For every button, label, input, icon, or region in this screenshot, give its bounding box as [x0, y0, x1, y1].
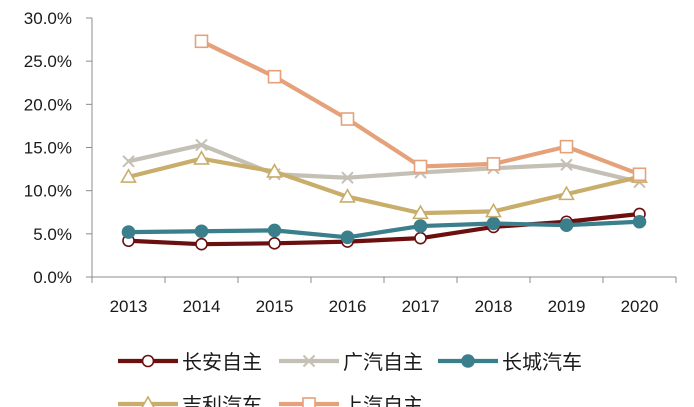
- data-point: [461, 354, 475, 368]
- x-tick-label: 2019: [548, 297, 586, 316]
- x-tick-label: 2014: [183, 297, 221, 316]
- data-point: [559, 139, 574, 154]
- legend-item: 广汽自主: [279, 350, 423, 374]
- data-point: [302, 397, 316, 407]
- data-point: [340, 112, 355, 126]
- data-point: [632, 214, 647, 229]
- x-tick-label: 2017: [402, 297, 440, 316]
- data-point: [193, 150, 210, 165]
- y-tick-label: 30.0%: [24, 9, 72, 28]
- data-point: [632, 167, 647, 182]
- data-point-stroke: [560, 158, 573, 171]
- data-point: [195, 138, 208, 152]
- x-tick-label: 2018: [475, 297, 513, 316]
- x-tick-label: 2016: [329, 297, 367, 316]
- series-line: [128, 211, 640, 247]
- legend-item: 吉利汽车: [118, 393, 262, 407]
- data-point: [195, 237, 208, 251]
- data-point: [268, 237, 281, 250]
- series-line: [200, 39, 641, 177]
- series-长城汽车: [121, 214, 647, 245]
- legend-item: 长安自主: [118, 350, 262, 374]
- data-point: [141, 354, 155, 368]
- data-point: [267, 69, 282, 84]
- data-point: [558, 185, 575, 201]
- data-point: [302, 354, 316, 368]
- data-point-stroke: [341, 171, 354, 184]
- data-point: [412, 204, 429, 220]
- x-tick-label: 2013: [110, 297, 148, 316]
- data-point: [194, 224, 209, 239]
- data-point-stroke: [195, 138, 208, 152]
- y-tick-label: 15.0%: [24, 139, 72, 158]
- data-point: [194, 34, 209, 49]
- legend-label: 吉利汽车: [182, 393, 262, 407]
- data-point: [486, 216, 501, 231]
- chart-axes: 0.0% 5.0% 10.0% 15.0% 20.0% 25.0% 30.0% 2013 201…: [24, 9, 677, 316]
- data-point: [486, 157, 501, 171]
- legend-label: 长安自主: [182, 350, 262, 374]
- data-point: [267, 223, 282, 238]
- data-point-stroke: [302, 354, 316, 368]
- x-tick-label: 2020: [621, 297, 659, 316]
- series-line: [128, 142, 640, 185]
- series-line: [127, 156, 640, 216]
- data-point-stroke: [122, 155, 135, 168]
- legend-label: 上汽自主: [343, 393, 423, 407]
- data-point: [141, 395, 155, 407]
- series-line: [128, 219, 640, 240]
- y-tick-label: 5.0%: [33, 225, 72, 244]
- data-point: [559, 218, 574, 232]
- data-point: [122, 155, 135, 168]
- data-point: [339, 188, 356, 203]
- x-tick-label: 2015: [256, 297, 294, 316]
- data-point: [341, 171, 354, 184]
- data-point: [560, 158, 573, 171]
- legend-label: 广汽自主: [343, 350, 423, 374]
- legend-label: 长城汽车: [502, 350, 582, 374]
- y-tick-label: 10.0%: [24, 182, 72, 201]
- series-吉利汽车: [120, 150, 648, 220]
- data-point: [121, 225, 136, 239]
- chart-series: [120, 34, 648, 251]
- legend-item: 长城汽车: [438, 350, 582, 374]
- y-tick-label: 0.0%: [33, 268, 72, 287]
- legend-item: 上汽自主: [279, 393, 423, 407]
- data-point: [340, 230, 355, 245]
- y-tick-label: 20.0%: [24, 95, 72, 114]
- data-point: [485, 202, 502, 218]
- data-point: [414, 231, 427, 245]
- data-point: [413, 159, 428, 174]
- y-tick-label: 25.0%: [24, 52, 72, 71]
- series-上汽自主: [194, 34, 647, 182]
- data-point: [413, 219, 428, 233]
- data-point: [266, 163, 283, 178]
- data-point: [120, 168, 137, 183]
